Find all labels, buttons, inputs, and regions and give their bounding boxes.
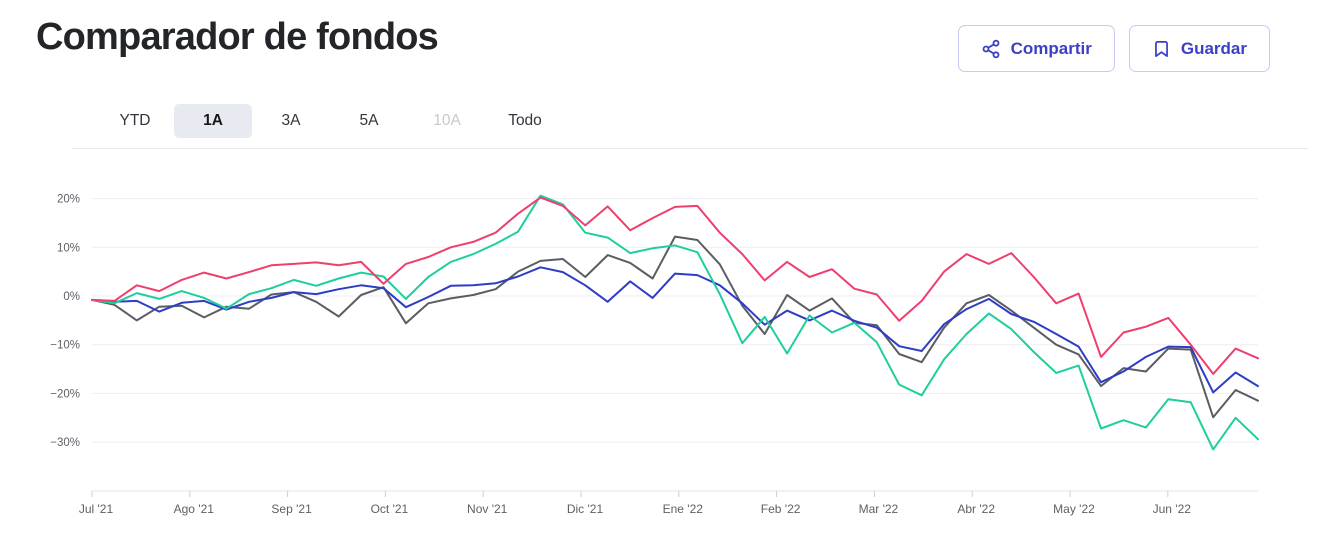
series-line-fund-gray xyxy=(91,235,1259,419)
series-line-fund-rose xyxy=(91,196,1259,375)
svg-text:0%: 0% xyxy=(63,291,80,303)
save-button[interactable]: Guardar xyxy=(1128,25,1270,72)
share-button-label: Compartir xyxy=(1010,38,1092,58)
series-line-fund-green xyxy=(91,194,1259,451)
svg-text:Dic '21: Dic '21 xyxy=(567,502,604,516)
tab-5a[interactable]: 5A xyxy=(359,112,379,129)
tabs-separator xyxy=(72,148,1308,149)
svg-text:−10%: −10% xyxy=(50,340,80,352)
svg-text:Jun '22: Jun '22 xyxy=(1153,502,1192,516)
save-button-label: Guardar xyxy=(1180,38,1247,58)
svg-text:Jul '21: Jul '21 xyxy=(79,502,114,516)
svg-text:Feb '22: Feb '22 xyxy=(761,502,801,516)
tab-ytd[interactable]: YTD xyxy=(119,112,151,129)
svg-text:Oct '21: Oct '21 xyxy=(371,502,409,516)
svg-text:Mar '22: Mar '22 xyxy=(859,502,899,516)
svg-text:10%: 10% xyxy=(57,242,80,254)
gridlines xyxy=(92,198,1258,443)
tab-10a: 10A xyxy=(433,112,461,129)
x-axis-labels: Jul '21 Ago '21 Sep '21 Oct '21 Nov '21 Dic '… xyxy=(79,502,1191,516)
action-buttons: Compartir Guardar xyxy=(957,25,1270,72)
svg-text:Ene '22: Ene '22 xyxy=(663,502,704,516)
series-line-fund-blue xyxy=(91,266,1259,394)
period-tabs: YTD 1A 3A 5A 10A Todo xyxy=(96,104,564,138)
share-icon xyxy=(981,39,1001,59)
tab-1a[interactable]: 1A xyxy=(174,104,252,138)
svg-text:Nov '21: Nov '21 xyxy=(467,502,508,516)
y-axis-labels: 20% 10% 0% −10% −20% −30% xyxy=(50,194,80,450)
page-title: Comparador de fondos xyxy=(36,16,439,58)
bookmark-icon xyxy=(1152,39,1171,59)
svg-text:Abr '22: Abr '22 xyxy=(957,502,995,516)
svg-text:Sep '21: Sep '21 xyxy=(271,502,312,516)
tab-3a[interactable]: 3A xyxy=(281,112,301,129)
series-lines xyxy=(91,194,1259,451)
share-button[interactable]: Compartir xyxy=(957,25,1115,72)
svg-text:−20%: −20% xyxy=(50,388,80,400)
svg-text:20%: 20% xyxy=(57,194,80,206)
tab-todo[interactable]: Todo xyxy=(508,112,542,129)
svg-text:Ago '21: Ago '21 xyxy=(174,502,215,516)
svg-text:May '22: May '22 xyxy=(1053,502,1095,516)
x-axis xyxy=(91,490,1258,497)
svg-text:−30%: −30% xyxy=(50,437,80,449)
